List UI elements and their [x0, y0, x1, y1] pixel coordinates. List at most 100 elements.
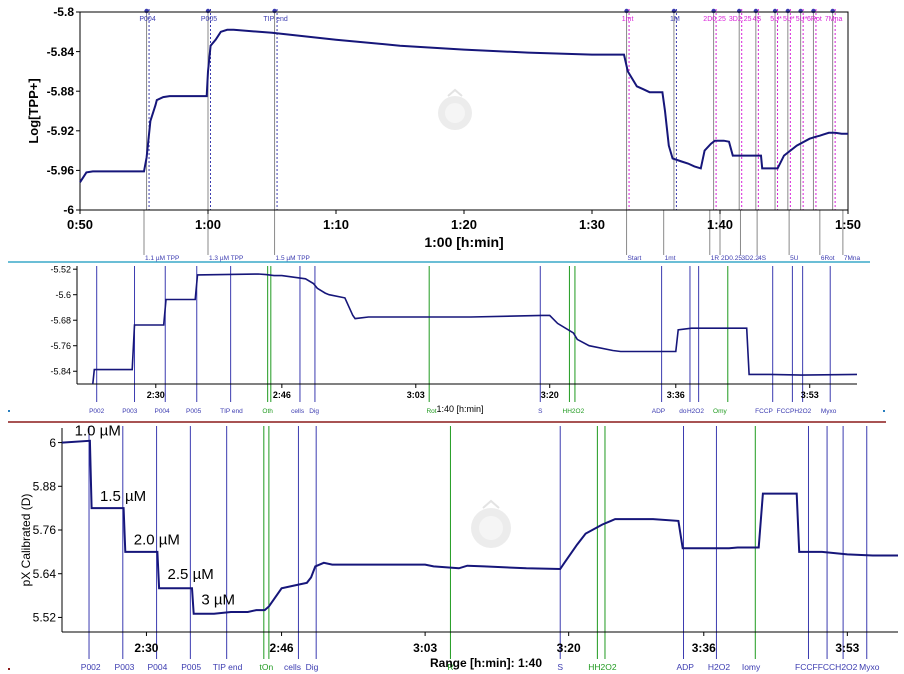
- event-label: TIP end: [213, 662, 243, 672]
- y-tick-label: -5.92: [47, 124, 75, 138]
- y-tick-label: -5.88: [47, 84, 75, 98]
- watermark-logo-icon: [438, 88, 472, 130]
- event-label: 5U: [790, 255, 799, 262]
- event-label: P005: [186, 408, 202, 415]
- event-label: Omy: [713, 408, 727, 415]
- x-tick-label: 3:03: [407, 390, 425, 400]
- x-tick-label: 3:36: [692, 641, 716, 655]
- corner-mark: [8, 668, 10, 670]
- y-tick-label: -6: [63, 203, 74, 217]
- axis-ticks: [58, 442, 848, 636]
- event-label: 6Rot: [807, 16, 822, 23]
- concentration-annotations: 1.0 µM 1.5 µM 2.0 µM 2.5 µM 3 µM: [75, 422, 235, 608]
- y-tick-label: -5.96: [47, 164, 75, 178]
- series-line: [79, 28, 848, 183]
- event-label: P004: [154, 408, 170, 415]
- x-axis-label: Range [h:min]: 1:40: [430, 656, 542, 670]
- concentration-annotation: 2.0 µM: [134, 532, 180, 549]
- x-tick-label: 1:00: [195, 217, 221, 232]
- event-markers: [96, 266, 831, 402]
- event-label: P003: [122, 408, 138, 415]
- x-tick-label: 3:36: [667, 390, 685, 400]
- axis-ticks: [76, 11, 849, 214]
- event-label: 4S: [753, 16, 762, 23]
- x-tick-label: 1:10: [323, 217, 349, 232]
- event-dot: [772, 8, 778, 14]
- y-tick-label: -5.68: [50, 315, 71, 325]
- x-tick-label: 2:30: [134, 641, 158, 655]
- event-label: HH2O2: [563, 408, 585, 415]
- event-label: S: [538, 408, 543, 415]
- event-label: ADP: [676, 662, 694, 672]
- event-label: Myxo: [821, 408, 837, 415]
- top-marker-labels: P004 P005 TIP end 1mt 1M 2D0.25 3D2.25 4S 5U* 5U*…: [139, 16, 842, 23]
- overview-chart: -5.84 -5.76 -5.68 -5.6 -5.52 2:30 2:46 3:03 3:2…: [50, 264, 858, 415]
- x-tick-label: 3:03: [413, 641, 437, 655]
- event-label: P005: [181, 662, 201, 672]
- x-tick-label: 0:50: [67, 217, 93, 232]
- event-dot: [205, 8, 211, 14]
- event-label: FCCFFCCH2O2: [795, 662, 858, 672]
- event-label: P004: [139, 16, 155, 23]
- event-label: P004: [147, 662, 167, 672]
- axis-ticks: [73, 268, 811, 388]
- x-tick-label: 3:20: [541, 390, 559, 400]
- x-tick-label: 3:53: [835, 641, 859, 655]
- y-tick-label: 5.88: [33, 479, 57, 493]
- event-label: do: [679, 408, 687, 415]
- bottom-marker-labels: P002 P003 P004 P005 TIP end Oth cells Dig Rot S HH…: [89, 408, 837, 415]
- event-label: Oth: [262, 408, 273, 415]
- x-tick-label: 3:53: [801, 390, 819, 400]
- concentration-annotation: 3 µM: [201, 592, 235, 609]
- event-label: 5U*: [783, 16, 795, 23]
- event-label: P005: [201, 16, 217, 23]
- event-label: FCCPH2O2: [777, 408, 812, 415]
- y-tick-label: 6: [49, 436, 56, 450]
- y-tick-label: -5.8: [53, 5, 74, 19]
- x-axis-label: 1:00 [h:min]: [424, 234, 503, 250]
- y-axis-label: Log[TPP+]: [26, 78, 41, 143]
- event-label: 3D2.2: [741, 255, 759, 262]
- event-label: 5U*: [770, 16, 782, 23]
- x-tick-label: 1:20: [451, 217, 477, 232]
- event-dot: [624, 8, 629, 14]
- event-dot: [671, 8, 677, 14]
- event-dot: [811, 8, 816, 14]
- event-label: ADP: [652, 408, 665, 415]
- event-label: 1mt: [622, 16, 634, 23]
- x-tick-label: 2:46: [273, 390, 291, 400]
- event-label: Myxo: [859, 662, 880, 672]
- event-dot: [711, 8, 716, 14]
- event-dot: [272, 8, 277, 14]
- event-label: P003: [115, 662, 135, 672]
- event-label: 7Mna: [844, 255, 861, 262]
- corner-mark: [8, 410, 10, 412]
- tpp-log-chart: -6 -5.96 -5.92 -5.88 -5.84 -5.8 0:50 1:00 1:10 1…: [26, 5, 861, 262]
- y-tick-labels: -6 -5.96 -5.92 -5.88 -5.84 -5.8: [47, 5, 75, 217]
- event-dot: [144, 8, 149, 14]
- event-label: 6Rot: [821, 255, 835, 262]
- event-label: Start: [628, 255, 642, 262]
- x-tick-label: 1:50: [835, 217, 861, 232]
- y-tick-label: 5.76: [33, 523, 57, 537]
- y-tick-labels: -5.84 -5.76 -5.68 -5.6 -5.52: [50, 264, 71, 376]
- x-tick-label: 1:30: [579, 217, 605, 232]
- y-tick-label: -5.6: [55, 290, 71, 300]
- series-line: [92, 273, 858, 385]
- event-label: TIP end: [220, 408, 243, 415]
- y-tick-label: -5.84: [47, 45, 75, 59]
- x-tick-labels: 0:50 1:00 1:10 1:20 1:30 1:40 1:50: [67, 217, 861, 232]
- watermark-logo-icon: [471, 499, 511, 548]
- event-label: H2O2: [687, 408, 704, 415]
- event-label: HH2O2: [588, 662, 617, 672]
- event-label: P002: [81, 662, 101, 672]
- x-tick-label: 2:46: [270, 641, 294, 655]
- event-dot: [798, 8, 803, 14]
- event-label: 1.3 µM TPP: [209, 255, 243, 262]
- x-tick-labels: 2:30 2:46 3:03 3:20 3:36 3:53: [147, 390, 819, 400]
- event-label: FCCP: [755, 408, 773, 415]
- px-calibrated-chart: 5.52 5.64 5.76 5.88 6 2:30 2:46 3:03 3:20 3:36 3:…: [19, 422, 898, 672]
- event-label: 2D0.25: [703, 16, 726, 23]
- concentration-annotation: 1.0 µM: [75, 422, 121, 439]
